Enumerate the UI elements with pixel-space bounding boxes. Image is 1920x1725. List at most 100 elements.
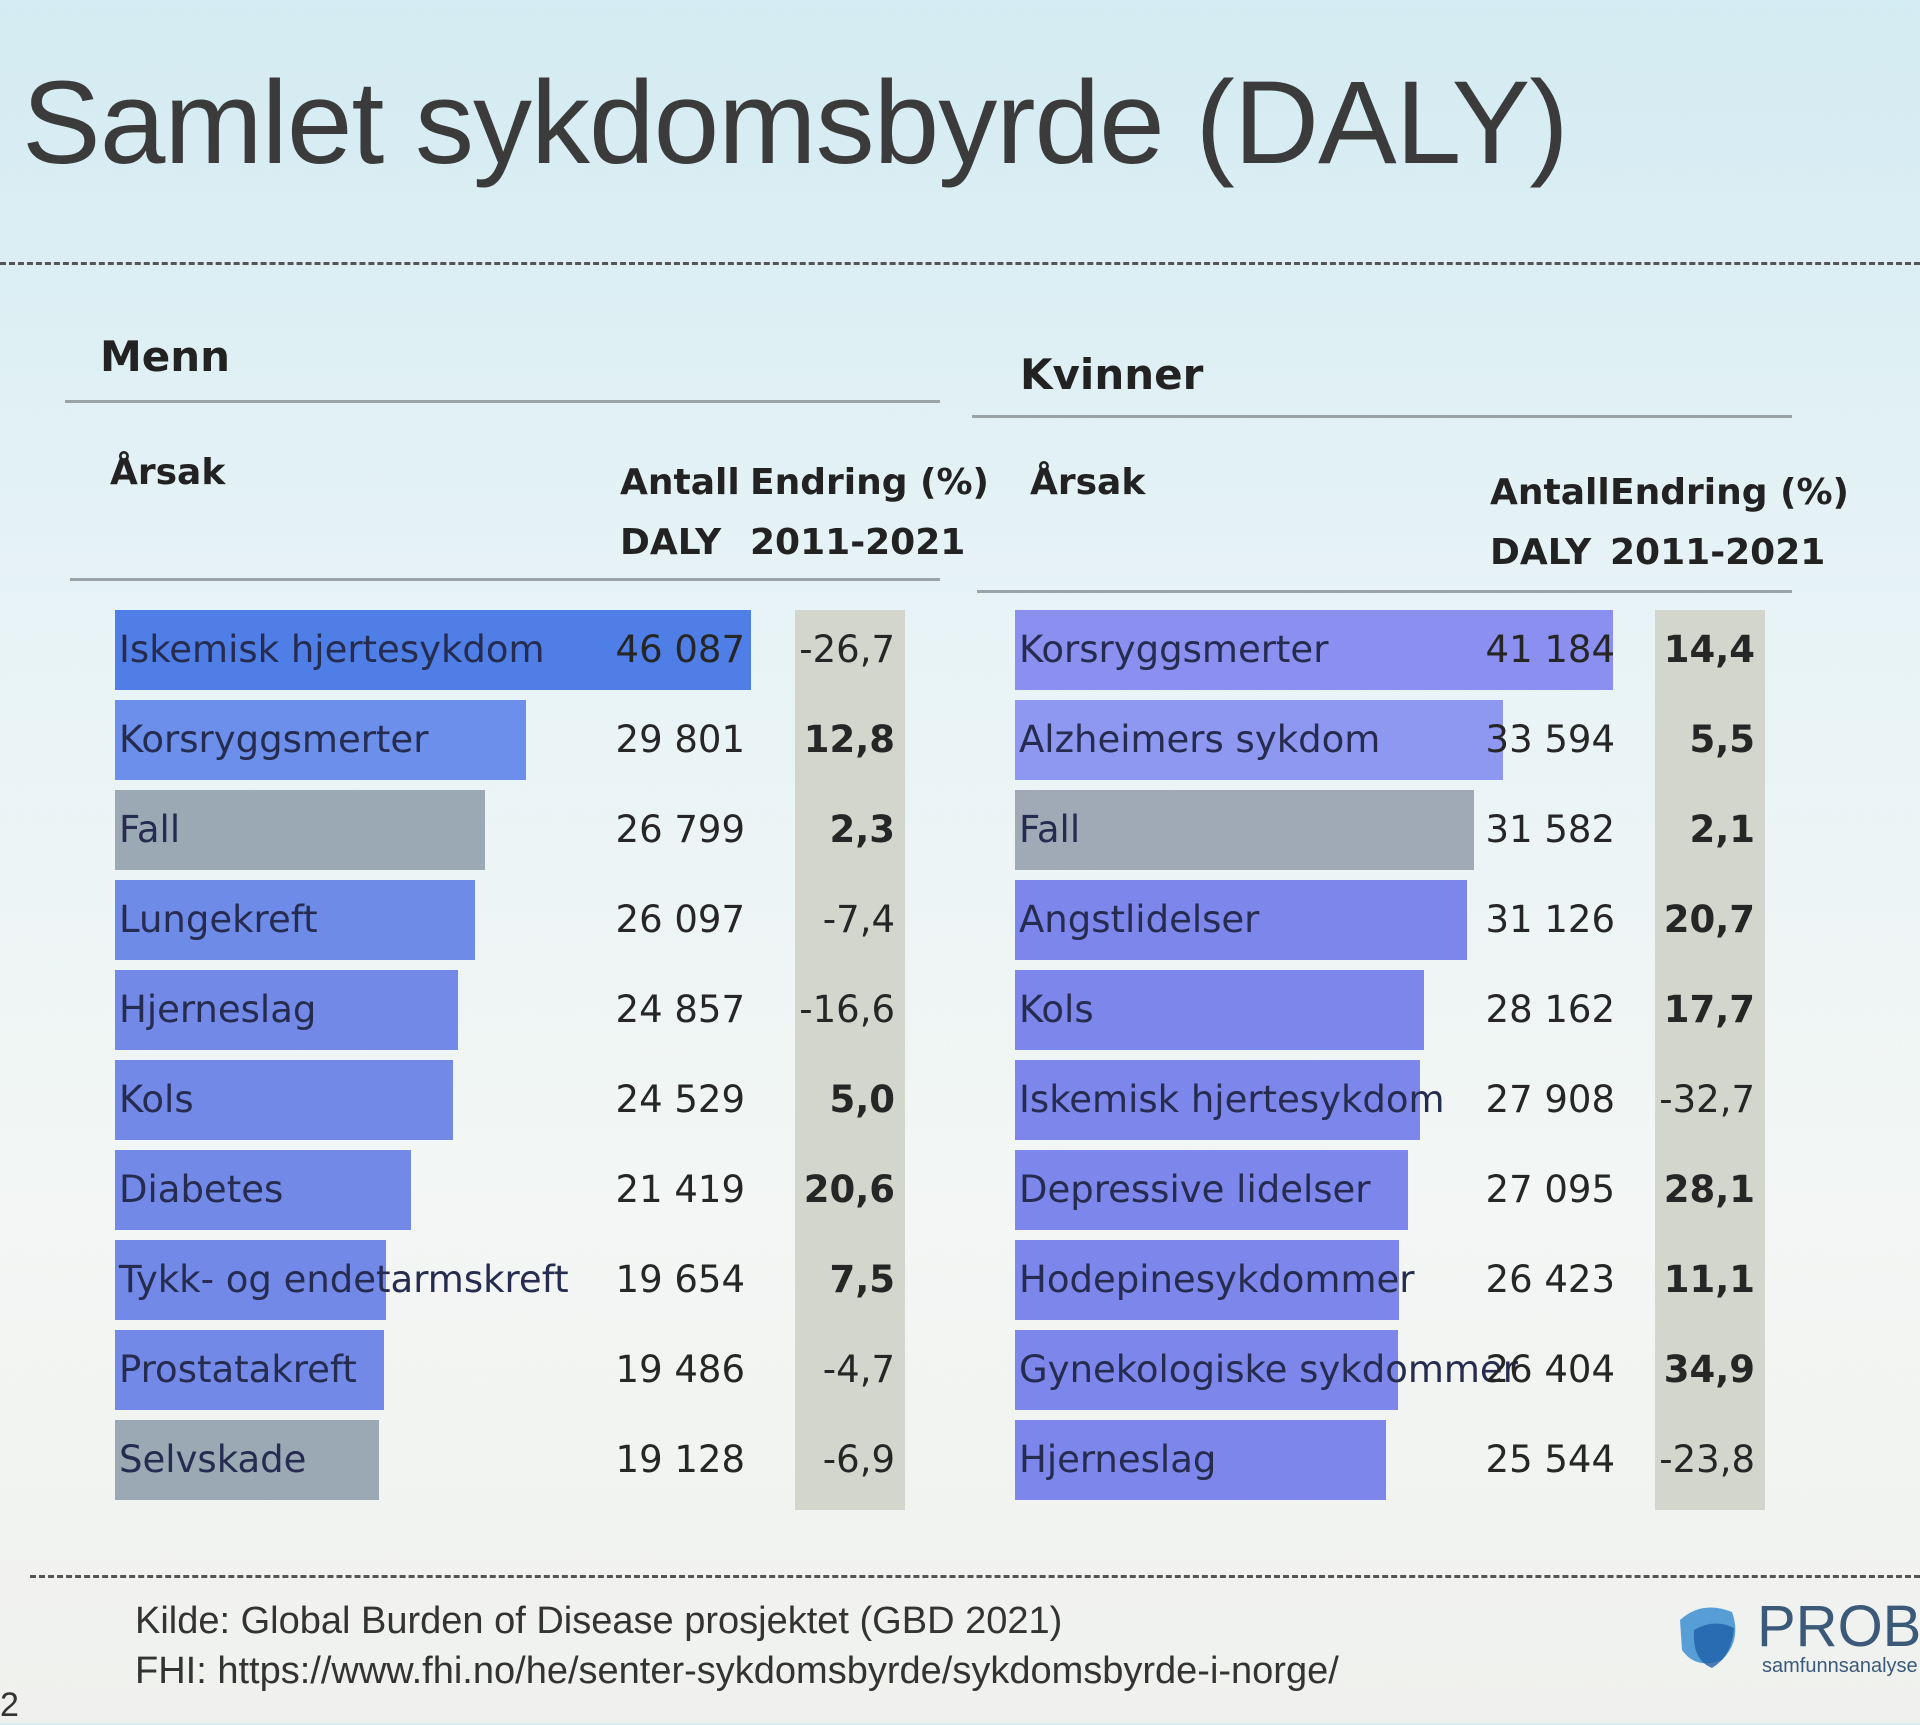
change-value: 5,5 — [1689, 718, 1755, 761]
bar — [1015, 970, 1424, 1050]
change-value: 11,1 — [1663, 1258, 1755, 1301]
change-value: -4,7 — [822, 1348, 895, 1391]
daly-value: 19 654 — [615, 1258, 745, 1301]
bar-label: Lungekreft — [119, 898, 318, 941]
change-value: -16,6 — [799, 988, 895, 1031]
change-value: 20,7 — [1663, 898, 1755, 941]
bar-label: Selvskade — [119, 1438, 307, 1481]
column-header-cause: Årsak — [1030, 462, 1146, 503]
bar-label: Hjerneslag — [119, 988, 317, 1031]
panel-title-rule — [972, 415, 1792, 418]
daly-value: 27 908 — [1485, 1078, 1615, 1121]
change-value: 12,8 — [803, 718, 895, 761]
panel-title: Menn — [100, 332, 231, 381]
bar-label: Kols — [119, 1078, 194, 1121]
column-header-count: DALY — [620, 522, 722, 563]
header-rule — [977, 590, 1792, 593]
bar — [115, 1240, 386, 1320]
bar-label: Iskemisk hjertesykdom — [119, 628, 545, 671]
bar-label: Fall — [119, 808, 181, 851]
header-rule — [70, 578, 940, 581]
column-header-count: Antall — [1490, 472, 1610, 513]
daly-value: 19 128 — [615, 1438, 745, 1481]
bar — [115, 610, 751, 690]
bar-label: Depressive lidelser — [1019, 1168, 1371, 1211]
daly-value: 28 162 — [1485, 988, 1615, 1031]
change-value: -23,8 — [1659, 1438, 1755, 1481]
bar — [1015, 1150, 1408, 1230]
daly-value: 26 799 — [615, 808, 745, 851]
bar-label: Fall — [1019, 808, 1081, 851]
change-value: 7,5 — [829, 1258, 895, 1301]
bar — [115, 880, 475, 960]
bar-label: Alzheimers sykdom — [1019, 718, 1381, 761]
bar — [1015, 1420, 1386, 1500]
bar-label: Diabetes — [119, 1168, 284, 1211]
bar-label: Angstlidelser — [1019, 898, 1260, 941]
change-value: -6,9 — [822, 1438, 895, 1481]
source-line-2: FHI: https://www.fhi.no/he/senter-sykdom… — [135, 1650, 1339, 1692]
bar — [1015, 1240, 1399, 1320]
panel-title: Kvinner — [1020, 350, 1204, 399]
column-header-change: 2011-2021 — [1610, 532, 1826, 573]
page-number: 2 — [0, 1686, 19, 1724]
column-header-change: 2011-2021 — [750, 522, 966, 563]
daly-value: 41 184 — [1485, 628, 1615, 671]
bar-label: Prostatakreft — [119, 1348, 357, 1391]
daly-value: 29 801 — [615, 718, 745, 761]
change-value: -32,7 — [1659, 1078, 1755, 1121]
bar-label: Gynekologiske sykdommer — [1019, 1348, 1518, 1391]
bar — [1015, 880, 1467, 960]
bar-label: Korsryggsmerter — [119, 718, 429, 761]
bar-label: Korsryggsmerter — [1019, 628, 1329, 671]
bar-label: Hjerneslag — [1019, 1438, 1217, 1481]
bar-label: Tykk- og endetarmskreft — [119, 1258, 569, 1301]
change-value: 17,7 — [1663, 988, 1755, 1031]
daly-value: 31 582 — [1485, 808, 1615, 851]
panel-title-rule — [65, 400, 940, 403]
change-value: 2,3 — [829, 808, 895, 851]
change-column-background — [795, 610, 905, 1510]
bar — [115, 790, 485, 870]
bar — [1015, 610, 1613, 690]
daly-value: 24 857 — [615, 988, 745, 1031]
source-line-1: Kilde: Global Burden of Disease prosjekt… — [135, 1600, 1063, 1642]
bottom-divider — [30, 1575, 1920, 1578]
logo-text: PROBA — [1757, 1594, 1920, 1659]
change-value: 5,0 — [829, 1078, 895, 1121]
daly-value: 46 087 — [615, 628, 745, 671]
top-divider — [0, 262, 1920, 265]
column-header-count: DALY — [1490, 532, 1592, 573]
bar-label: Iskemisk hjertesykdom — [1019, 1078, 1445, 1121]
daly-value: 33 594 — [1485, 718, 1615, 761]
bar — [1015, 700, 1503, 780]
bar — [115, 1060, 453, 1140]
daly-value: 19 486 — [615, 1348, 745, 1391]
column-header-change: Endring (%) — [750, 462, 989, 503]
change-value: -26,7 — [799, 628, 895, 671]
change-column-background — [1655, 610, 1765, 1510]
bar-label: Kols — [1019, 988, 1094, 1031]
bar — [115, 1330, 384, 1410]
change-value: 20,6 — [803, 1168, 895, 1211]
slide-title: Samlet sykdomsbyrde (DALY) — [22, 57, 1569, 189]
bar-label: Hodepinesykdommer — [1019, 1258, 1415, 1301]
change-value: 34,9 — [1663, 1348, 1755, 1391]
column-header-count: Antall — [620, 462, 740, 503]
proba-logo-icon — [1680, 1607, 1736, 1668]
bar — [1015, 790, 1474, 870]
bar — [115, 1150, 411, 1230]
change-value: -7,4 — [822, 898, 895, 941]
column-header-cause: Årsak — [110, 452, 226, 493]
bar — [115, 970, 458, 1050]
change-value: 14,4 — [1663, 628, 1755, 671]
daly-value: 21 419 — [615, 1168, 745, 1211]
daly-value: 31 126 — [1485, 898, 1615, 941]
logo-subtitle: samfunnsanalyse — [1762, 1655, 1918, 1677]
bar — [1015, 1060, 1420, 1140]
bar — [115, 1420, 379, 1500]
bar — [115, 700, 526, 780]
bar — [1015, 1330, 1398, 1410]
daly-value: 26 097 — [615, 898, 745, 941]
daly-value: 26 423 — [1485, 1258, 1615, 1301]
